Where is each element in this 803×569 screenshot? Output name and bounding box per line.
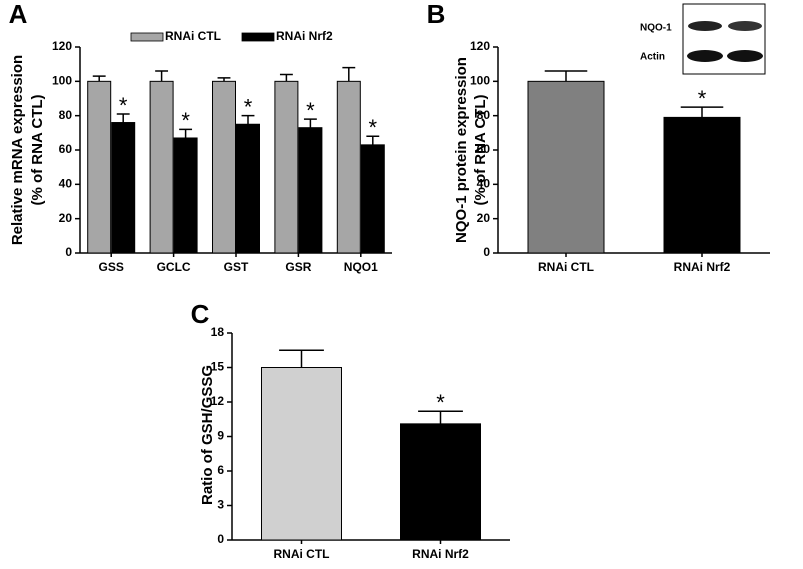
y-tick-label: 3 <box>217 498 224 512</box>
y-tick-label: 20 <box>59 211 73 225</box>
y-tick-label: 9 <box>217 429 224 443</box>
y-tick-label: 60 <box>477 142 491 156</box>
panel-label: C <box>191 299 210 329</box>
significance-label: * <box>181 108 190 133</box>
error-bar <box>303 118 317 128</box>
y-tick-label: 40 <box>477 177 491 191</box>
x-tick-label: RNAi CTL <box>274 547 330 561</box>
error-bar <box>342 66 356 82</box>
y-tick-label: 20 <box>477 211 491 225</box>
significance-label: * <box>436 390 445 415</box>
error-bar <box>279 73 293 82</box>
significance-label: * <box>119 93 128 118</box>
blot-inset <box>682 3 766 75</box>
bar <box>663 116 741 254</box>
y-tick-label: 40 <box>59 177 73 191</box>
legend-label: RNAi Nrf2 <box>276 29 333 43</box>
bar <box>212 80 236 254</box>
y-axis-label: NQO-1 protein expression <box>453 57 470 243</box>
blot-band <box>728 21 762 31</box>
significance-label: * <box>306 98 315 123</box>
legend-swatch <box>130 32 164 42</box>
error-bar <box>544 70 588 82</box>
panel-label: B <box>427 0 446 29</box>
legend-swatch <box>241 32 275 42</box>
blot-band <box>687 50 723 62</box>
y-axis-label: (% of RNA CTL) <box>29 94 46 205</box>
bar <box>111 122 136 254</box>
y-tick-label: 100 <box>470 74 490 88</box>
y-tick-label: 12 <box>211 394 225 408</box>
bar <box>173 137 198 254</box>
inset-label: NQO-1 <box>640 23 672 34</box>
legend-label: RNAi CTL <box>165 29 221 43</box>
y-tick-label: 18 <box>211 325 225 339</box>
x-tick-label: GSR <box>285 260 311 274</box>
bar <box>298 127 323 254</box>
error-bar <box>217 77 231 82</box>
error-bar <box>116 113 130 123</box>
y-tick-label: 100 <box>52 74 72 88</box>
error-bar <box>366 135 380 145</box>
panel-label: A <box>9 0 28 29</box>
error-bar <box>279 349 324 368</box>
bar <box>360 144 385 254</box>
error-bar <box>92 75 106 82</box>
error-bar <box>179 128 193 138</box>
y-axis-label: Ratio of GSH/GSSG <box>199 365 216 505</box>
significance-label: * <box>369 115 378 140</box>
x-tick-label: GST <box>224 260 249 274</box>
error-bar <box>418 410 463 424</box>
blot-band <box>688 21 722 31</box>
x-tick-label: RNAi Nrf2 <box>674 260 731 274</box>
bar <box>149 80 174 254</box>
y-tick-label: 15 <box>211 360 225 374</box>
y-tick-label: 60 <box>59 142 73 156</box>
y-tick-label: 120 <box>52 39 72 53</box>
bar <box>87 80 112 254</box>
y-tick-label: 6 <box>217 463 224 477</box>
y-axis-label: (% of RNA CTL) <box>472 94 489 205</box>
significance-label: * <box>244 94 253 119</box>
error-bar <box>155 70 169 82</box>
error-bar <box>680 106 724 118</box>
x-tick-label: GSS <box>99 260 124 274</box>
inset-frame <box>682 3 766 75</box>
y-tick-label: 0 <box>217 532 224 546</box>
y-tick-label: 0 <box>65 245 72 259</box>
blot-band <box>727 50 763 62</box>
bar <box>400 423 481 541</box>
bar <box>236 123 260 254</box>
x-tick-label: NQO1 <box>344 260 378 274</box>
y-tick-label: 80 <box>59 108 73 122</box>
y-tick-label: 0 <box>483 245 490 259</box>
bar <box>527 80 605 254</box>
bar <box>274 80 299 254</box>
x-tick-label: RNAi CTL <box>538 260 594 274</box>
y-axis-label: Relative mRNA expression <box>9 55 26 245</box>
error-bar <box>241 114 255 125</box>
bar <box>261 367 342 541</box>
inset-label: Actin <box>640 52 665 63</box>
x-tick-label: GCLC <box>157 260 191 274</box>
y-tick-label: 120 <box>470 39 490 53</box>
x-tick-label: RNAi Nrf2 <box>412 547 469 561</box>
significance-label: * <box>698 86 707 111</box>
y-tick-label: 80 <box>477 108 491 122</box>
bar <box>336 80 361 254</box>
